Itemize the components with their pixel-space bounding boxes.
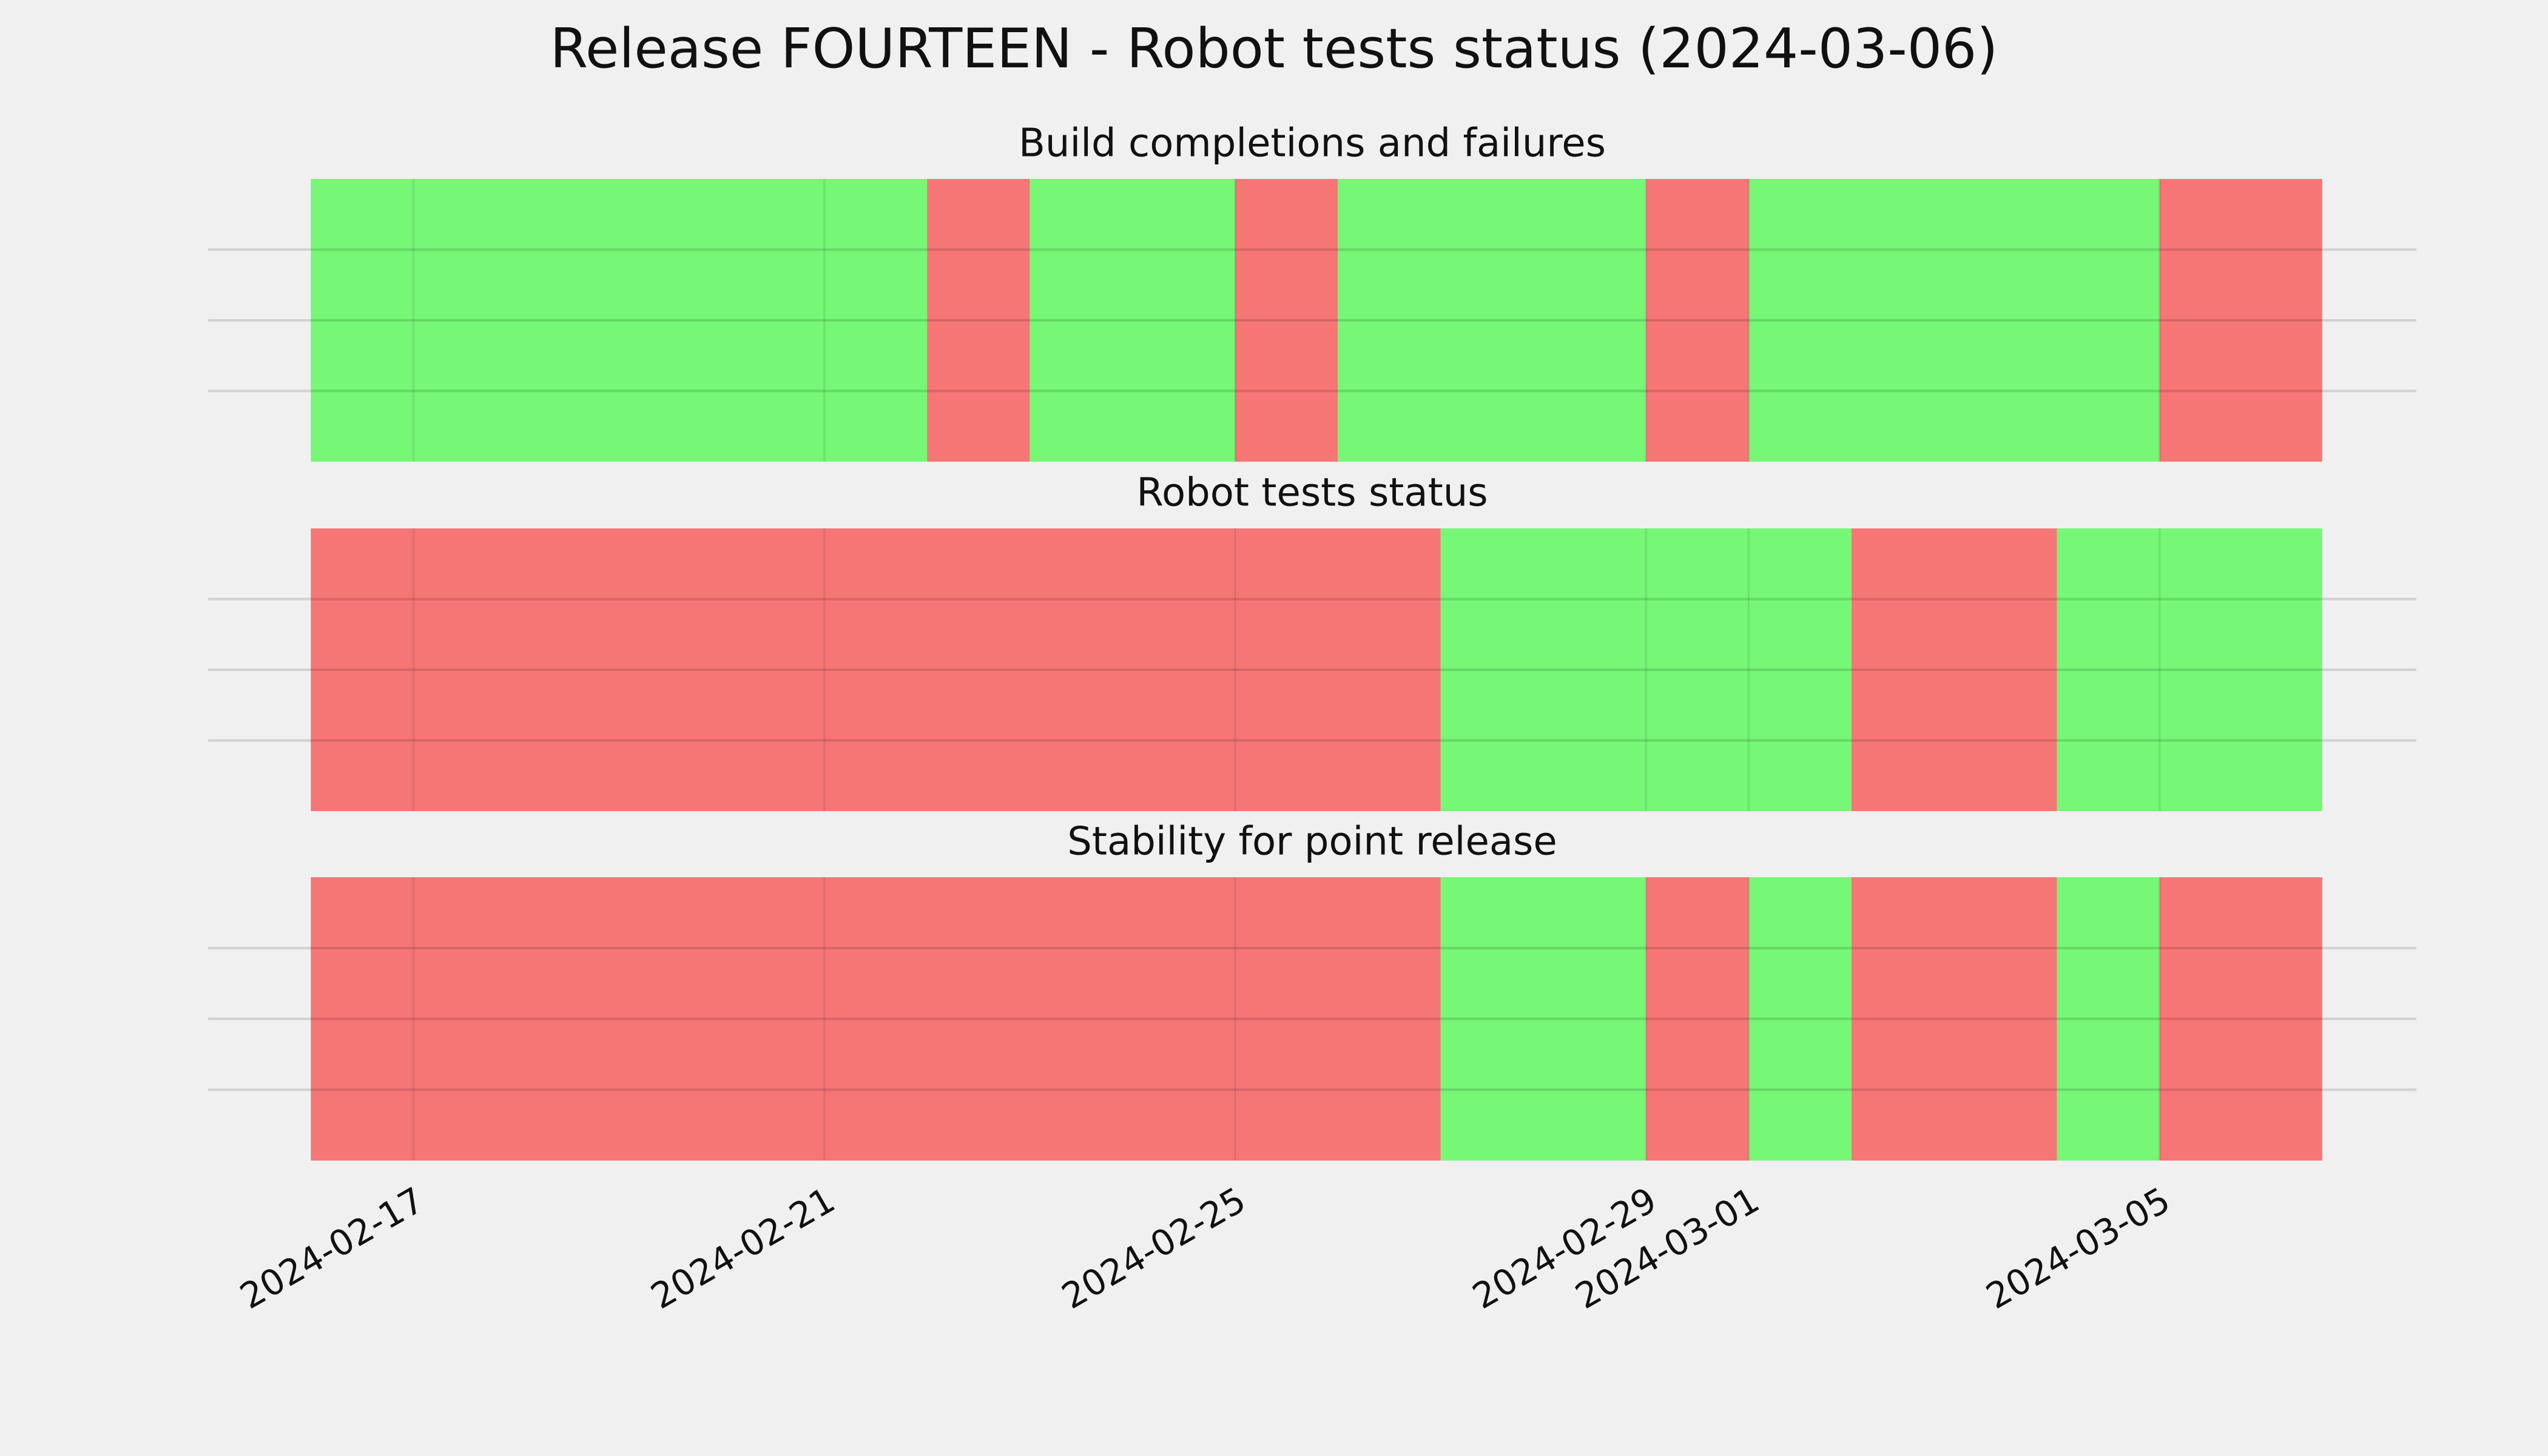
status-span: [1851, 877, 2057, 1161]
status-span: [1440, 528, 1852, 811]
status-span: [2159, 179, 2322, 462]
status-span: [1748, 179, 2160, 462]
status-span: [311, 877, 1441, 1161]
panel-title: Stability for point release: [1067, 820, 1557, 864]
status-span: [1030, 179, 1236, 462]
status-span: [1235, 179, 1338, 462]
status-span: [311, 179, 928, 462]
chart-title: Release FOURTEEN - Robot tests status (2…: [550, 17, 1998, 81]
status-span: [2159, 877, 2322, 1161]
panel-title: Build completions and failures: [1019, 121, 1606, 166]
status-span: [1851, 528, 2057, 811]
status-span: [1646, 877, 1749, 1161]
status-span: [2057, 528, 2322, 811]
status-span: [1440, 877, 1646, 1161]
status-span: [1338, 179, 1646, 462]
status-span: [1748, 877, 1852, 1161]
status-span: [311, 528, 1441, 811]
status-span: [2057, 877, 2160, 1161]
status-span: [927, 179, 1030, 462]
panel-title: Robot tests status: [1136, 471, 1488, 516]
status-span: [1646, 179, 1749, 462]
